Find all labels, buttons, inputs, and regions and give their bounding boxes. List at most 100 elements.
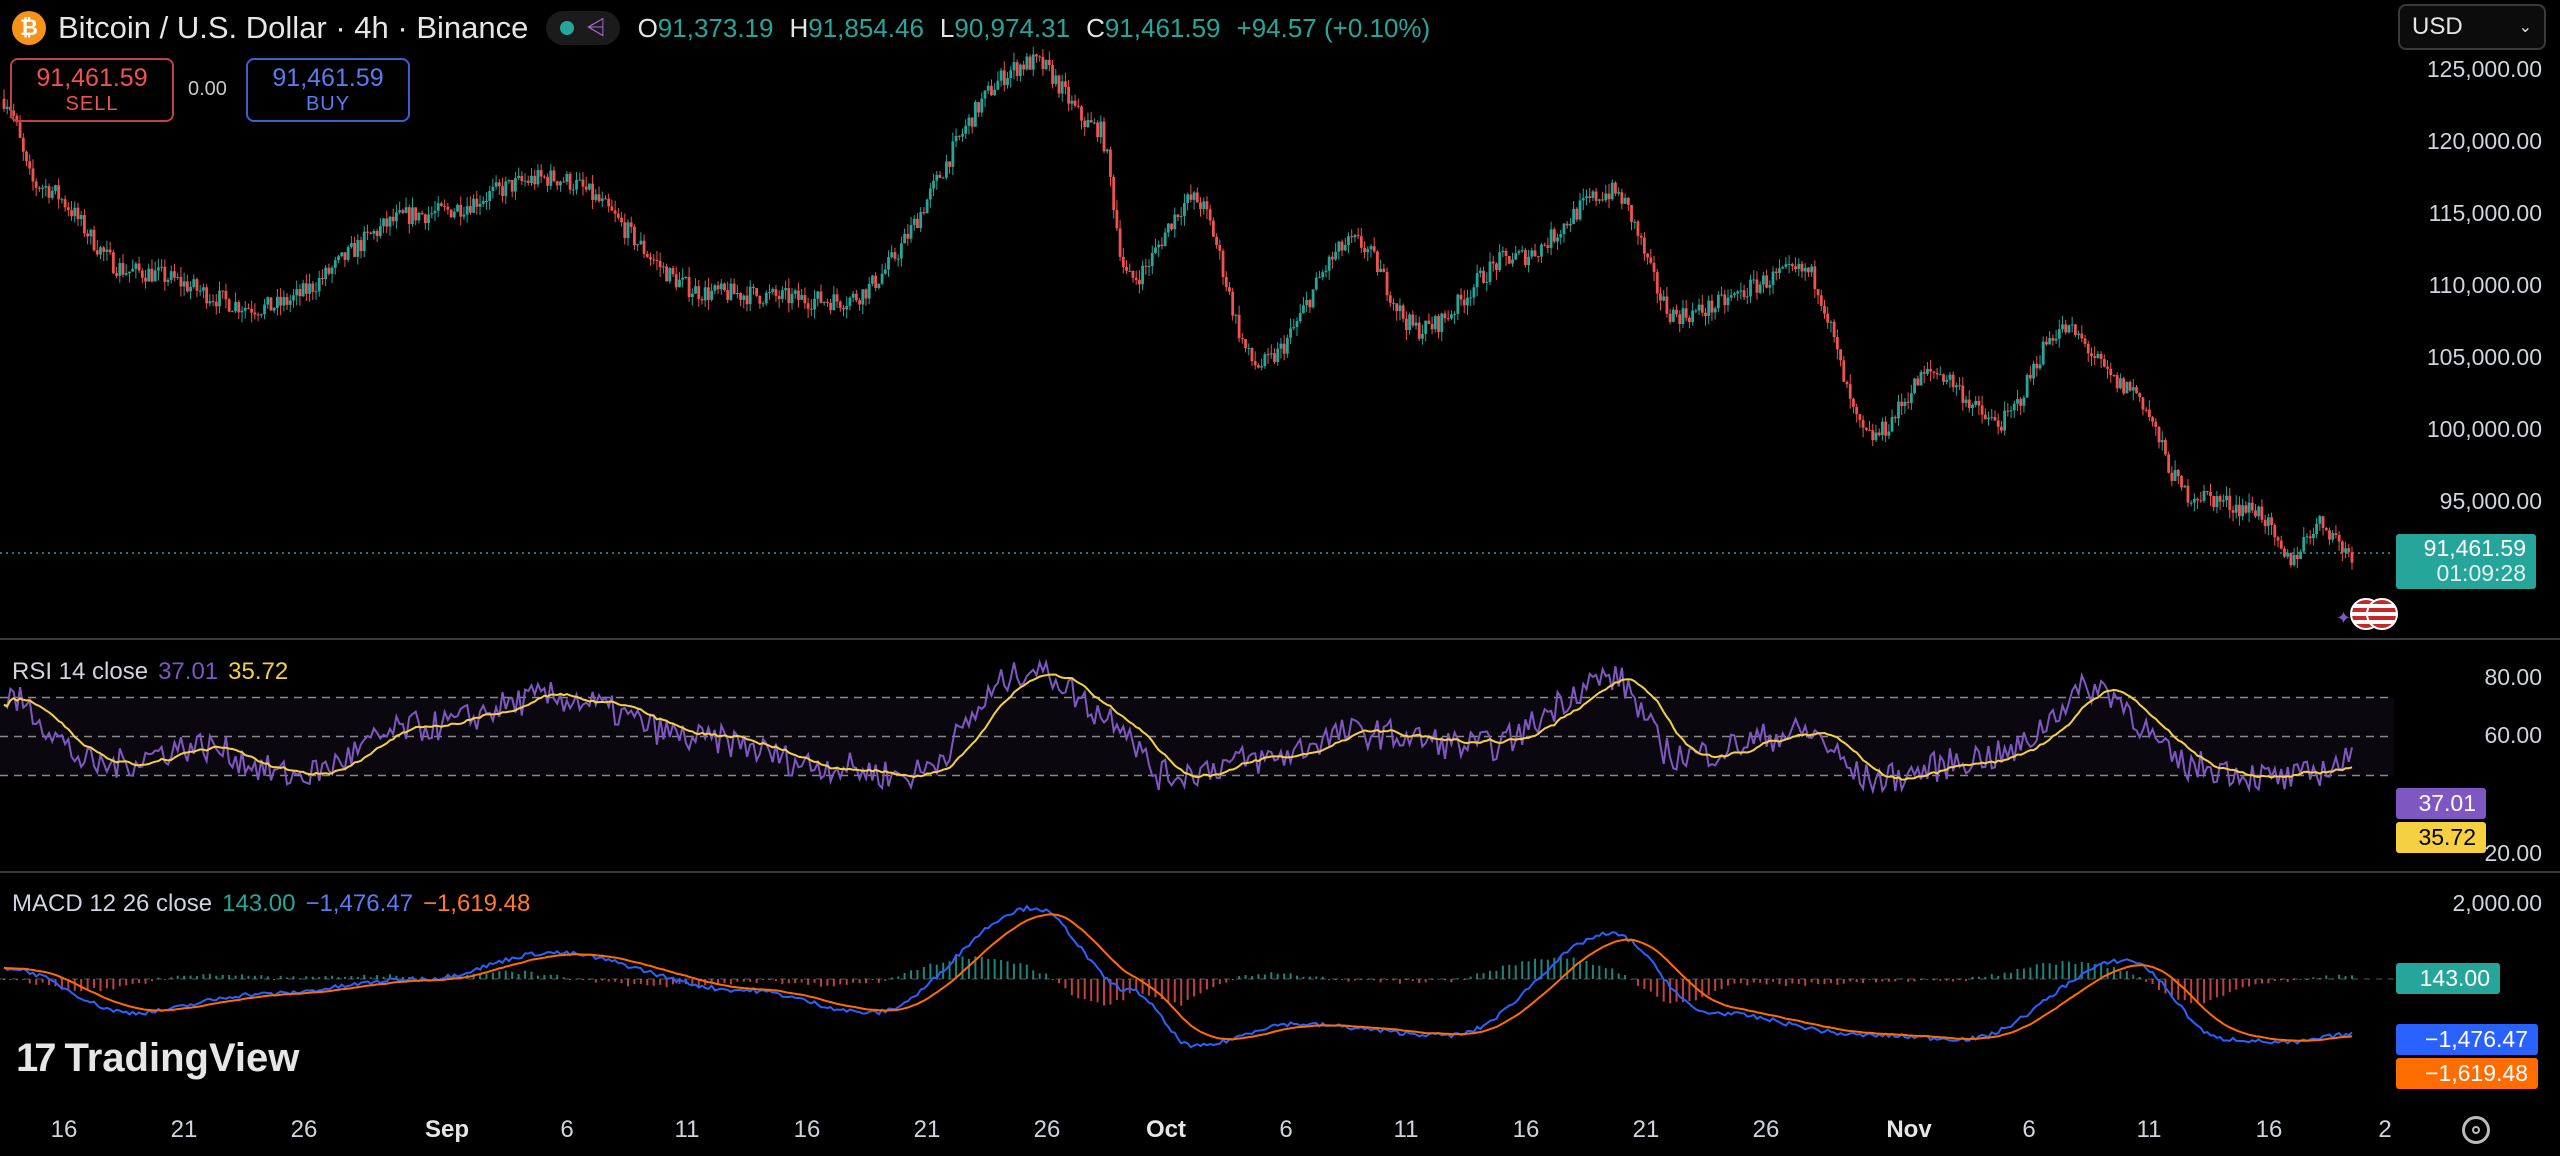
macd-histogram-bar [80,979,83,992]
candle-body [1189,194,1193,200]
macd-histogram-bar [601,979,604,981]
candle-body [1228,287,1231,292]
macd-histogram-bar [292,976,295,979]
candle-body [768,291,771,293]
symbol-title[interactable]: Bitcoin / U.S. Dollar · 4h · Binance [58,10,529,45]
candle-body [2205,491,2209,493]
share-icon[interactable]: ⩤ [586,14,606,41]
macd-histogram-bar [1360,979,1363,980]
candle-body [1382,268,1386,272]
macd-legend[interactable]: MACD 12 26 close 143.00 −1,476.47 −1,619.48 [12,890,531,917]
us-flag-event-icon[interactable]: ✦ [2336,598,2398,632]
candle-body [883,269,887,274]
candle-body [1427,320,1431,325]
candle-body [275,296,279,308]
candle-body [935,174,939,181]
candle-body [2054,338,2058,341]
macd-histogram-bar [1553,957,1556,979]
macd-histogram-bar [1849,979,1852,982]
macd-histogram-bar [479,974,482,979]
candle-body [916,218,919,229]
candle-body [1369,246,1373,250]
candle-body [2022,397,2026,406]
candle-body [256,314,260,316]
candle-body [1610,182,1614,200]
macd-histogram-bar [948,961,951,979]
macd-histogram-bar [1450,979,1453,983]
macd-histogram-bar [3,979,5,980]
macd-histogram-bar [1167,979,1170,1004]
macd-histogram-bar [2209,979,2212,1001]
candle-body [99,247,102,255]
candle-body [54,185,57,191]
candle-body [2196,498,2200,501]
candle-body [954,135,958,142]
candle-body [1266,354,1270,356]
candle-body [1694,310,1698,312]
macd-histogram-bar [543,974,546,979]
tradingview-logo[interactable]: 17 TradingView [16,1036,300,1080]
candle-body [1138,279,1141,285]
sell-button[interactable]: 91,461.59 SELL [10,58,174,122]
currency-select[interactable]: USD ⌄ [2398,4,2546,50]
settings-icon[interactable] [2462,1116,2490,1144]
candle-body [1009,70,1013,79]
candle-body [1604,193,1608,201]
candle-body [1356,235,1360,237]
macd-histogram-bar [1488,970,1491,979]
macd-histogram-bar [1669,979,1672,1004]
macd-histogram-bar [1952,979,1955,982]
macd-histogram-bar [1958,979,1961,980]
candle-body [1855,406,1859,415]
candle-body [2070,324,2074,326]
candle-body [2135,387,2138,394]
macd-histogram-bar [2286,979,2289,982]
candle-body [481,201,485,204]
candle-body [1527,256,1530,266]
candle-body [446,206,450,210]
candle-body [835,294,839,302]
candle-body [343,252,347,260]
candle-body [514,178,517,192]
macd-histogram-bar [620,979,623,984]
candle-body [2254,510,2257,517]
candle-body [2308,536,2312,539]
candle-body [1404,318,1408,331]
candle-body [1543,244,1547,246]
macd-histogram-bar [1257,974,1260,979]
pane-separator[interactable] [0,638,2560,640]
time-tick-label: 16 [1512,1116,1540,1143]
candle-body [1202,201,1206,210]
macd-histogram-bar [678,979,681,984]
candle-body [1626,197,1630,205]
rsi-legend[interactable]: RSI 14 close 37.01 35.72 [12,658,289,685]
pane-separator[interactable] [0,871,2560,873]
macd-histogram-bar [1218,979,1221,985]
status-pill[interactable]: ⩤ [546,11,620,45]
macd-histogram-bar [588,978,591,980]
macd-histogram-bar [1585,960,1588,979]
candle-body [337,256,340,261]
candle-body [671,268,675,275]
candle-body [1559,234,1563,238]
candle-body [1134,277,1138,280]
macd-histogram-bar [2312,977,2315,979]
macd-histogram-bar [1103,979,1106,1006]
macd-histogram-bar [2003,972,2006,979]
candle-body [211,301,215,303]
macd-histogram-bar [524,970,527,979]
candle-body [1096,122,1099,138]
candle-body [784,288,787,291]
macd-histogram-bar [1752,979,1755,983]
candle-body [2225,495,2228,501]
macd-histogram-bar [350,976,353,979]
candle-body [1678,314,1682,325]
buy-button[interactable]: 91,461.59 BUY [246,58,410,122]
candle-body [1585,196,1588,199]
candle-body [620,217,623,223]
macd-histogram-bar [1476,973,1479,979]
candle-body [1359,236,1363,248]
macd-histogram-bar [1701,979,1704,998]
macd-histogram-bar [1591,964,1594,979]
